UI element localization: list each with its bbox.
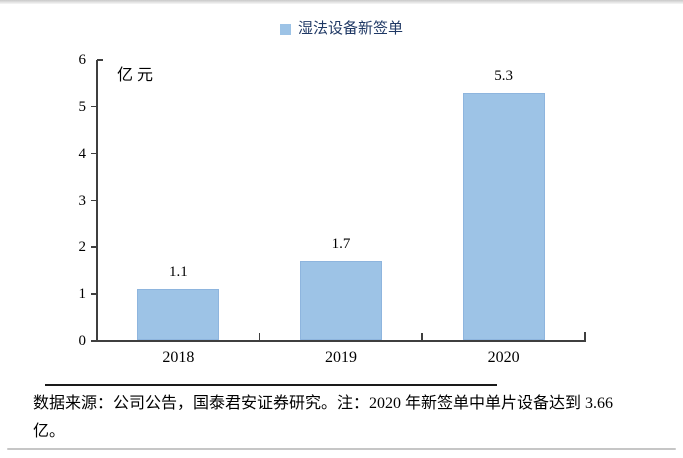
source-note-line-1: 数据来源：公司公告，国泰君安证券研究。注：2020 年新签单中单片设备达到 3.…	[33, 395, 614, 412]
y-tick-label: 6	[78, 52, 87, 68]
y-tick-mark	[91, 105, 97, 108]
legend-label: 湿法设备新签单	[297, 21, 403, 37]
page-bottom-shadow	[7, 448, 676, 450]
x-category-label: 2020	[487, 349, 520, 366]
x-axis-end-tick	[584, 332, 586, 341]
chart-legend: 湿法设备新签单	[0, 20, 683, 38]
y-tick-label: 2	[78, 239, 87, 256]
bar-2018	[137, 289, 220, 340]
y-axis-unit-label: 亿元	[117, 67, 158, 84]
legend-marker-square-icon	[279, 23, 291, 35]
y-tick-label: 4	[78, 145, 87, 162]
y-axis-end-tick	[97, 59, 103, 61]
bar-value-label: 1.1	[168, 264, 188, 281]
y-axis-line	[96, 60, 98, 341]
bar-2019	[300, 261, 382, 340]
y-tick-mark	[91, 246, 97, 248]
y-tick-label: 5	[78, 98, 87, 115]
y-tick-mark	[91, 293, 97, 295]
y-tick-mark	[91, 199, 97, 202]
source-note-line-2: 亿。	[33, 423, 66, 440]
y-tick-label: 3	[78, 192, 87, 209]
bar-2020	[462, 92, 545, 340]
bar-value-label: 1.7	[331, 236, 351, 253]
x-axis-line	[91, 340, 586, 342]
y-tick-mark	[91, 152, 97, 155]
x-tick-mark	[421, 333, 423, 341]
x-category-label: 2019	[325, 349, 357, 366]
y-tick-label: 0	[78, 333, 87, 349]
page-top-shadow	[0, 0, 683, 4]
bar-value-label: 5.3	[494, 67, 514, 84]
x-category-label: 2018	[162, 349, 195, 366]
x-tick-mark	[258, 333, 261, 341]
source-note: 数据来源：公司公告，国泰君安证券研究。注：2020 年新签单中单片设备达到 3.…	[33, 390, 673, 446]
y-tick-label: 1	[78, 286, 87, 303]
source-separator-line	[45, 384, 497, 386]
